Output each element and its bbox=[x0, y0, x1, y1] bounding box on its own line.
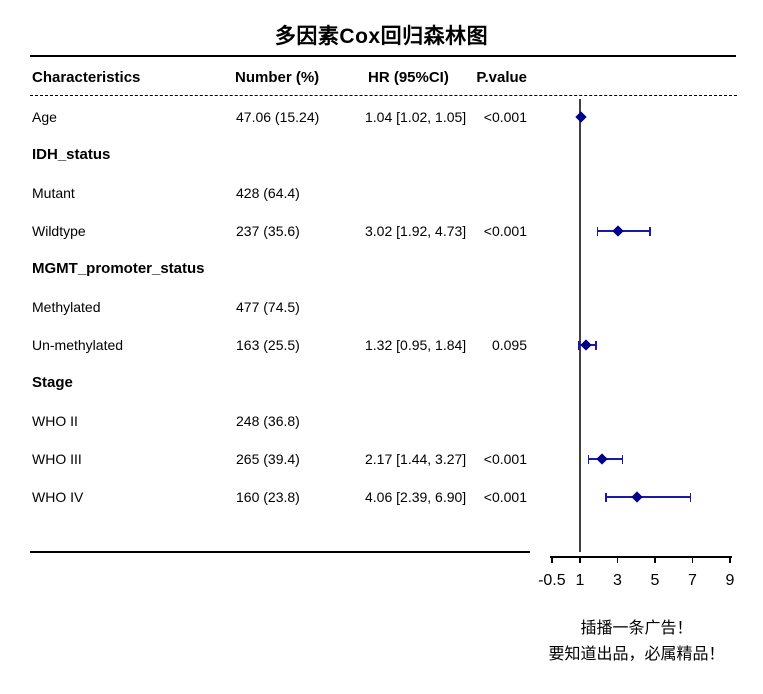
row-label: WHO III bbox=[32, 451, 82, 467]
ci-cap bbox=[587, 454, 589, 464]
x-axis-tick bbox=[654, 556, 656, 563]
row-hr: 4.06 [2.39, 6.90] bbox=[365, 489, 467, 505]
column-header-pvalue: P.value bbox=[476, 69, 527, 86]
x-axis-line bbox=[550, 556, 732, 558]
page-title: 多因素Cox回归森林图 bbox=[274, 25, 489, 48]
row-number: 237 (35.6) bbox=[236, 223, 300, 239]
table-row: WHO III 265 (39.4) 2.17 [1.44, 3.27] <0.001 bbox=[0, 440, 763, 478]
table-row: Stage bbox=[0, 364, 763, 402]
table-row: IDH_status bbox=[0, 136, 763, 174]
row-number: 428 (64.4) bbox=[236, 185, 300, 201]
x-tick-label: 3 bbox=[613, 572, 622, 589]
row-hr: 2.17 [1.44, 3.27] bbox=[365, 451, 467, 467]
table-row: Un-methylated 163 (25.5) 1.32 [0.95, 1.84]… bbox=[0, 326, 763, 364]
ci-cap bbox=[578, 340, 580, 350]
top-rule bbox=[30, 55, 736, 57]
x-axis-tick bbox=[616, 556, 619, 563]
row-number: 265 (39.4) bbox=[236, 451, 300, 467]
plot-reference-line bbox=[579, 99, 581, 552]
table-row: MGMT_promoter_status bbox=[0, 250, 763, 288]
row-pvalue: 0.095 bbox=[491, 337, 527, 353]
row-label: WHO II bbox=[32, 413, 78, 429]
column-header-characteristics: Characteristics bbox=[32, 69, 141, 86]
table-row: Methylated 477 (74.5) bbox=[0, 288, 763, 326]
row-label: Mutant bbox=[32, 185, 75, 201]
row-label: WHO IV bbox=[32, 489, 84, 505]
row-label: Un-methylated bbox=[32, 337, 124, 353]
ci-cap bbox=[596, 226, 598, 236]
row-label: Age bbox=[32, 109, 57, 125]
x-axis-tick bbox=[579, 556, 581, 563]
bottom-rule bbox=[30, 551, 530, 553]
column-header-number: Number (%) bbox=[235, 69, 320, 86]
row-number: 47.06 (15.24) bbox=[236, 109, 320, 125]
row-label: Methylated bbox=[32, 299, 101, 315]
row-label: Stage bbox=[32, 374, 73, 391]
x-tick-label: 9 bbox=[725, 572, 735, 589]
table-row: Age 47.06 (15.24) 1.04 [1.02, 1.05] <0.001 bbox=[0, 98, 763, 136]
table-row: WHO II 248 (36.8) bbox=[0, 402, 763, 440]
table-row: Wildtype 237 (35.6) 3.02 [1.92, 4.73] <0.00… bbox=[0, 212, 763, 250]
row-pvalue: <0.001 bbox=[483, 223, 527, 239]
table-row: Mutant 428 (64.4) bbox=[0, 174, 763, 212]
row-pvalue: <0.001 bbox=[483, 489, 527, 505]
ci-line bbox=[606, 496, 691, 498]
row-number: 163 (25.5) bbox=[236, 337, 300, 353]
x-tick-label: 5 bbox=[650, 572, 660, 589]
footer-ad-line1: 插播一条广告！ bbox=[580, 620, 693, 637]
table-row: WHO IV 160 (23.8) 4.06 [2.39, 6.90] <0.001 bbox=[0, 478, 763, 516]
row-label: Wildtype bbox=[32, 223, 86, 239]
ci-line bbox=[597, 230, 650, 232]
row-number: 248 (36.8) bbox=[236, 413, 300, 429]
row-hr: 3.02 [1.92, 4.73] bbox=[365, 223, 467, 239]
ci-cap bbox=[605, 492, 607, 502]
x-tick-label: 7 bbox=[688, 572, 697, 589]
ci-cap bbox=[689, 492, 692, 502]
row-pvalue: <0.001 bbox=[483, 451, 527, 467]
row-hr: 1.32 [0.95, 1.84] bbox=[365, 337, 467, 353]
footer-ad-line2: 要知道出品，必属精品！ bbox=[548, 646, 725, 663]
row-label: MGMT_promoter_status bbox=[32, 260, 205, 277]
ci-cap bbox=[649, 226, 651, 236]
x-tick-label: 1 bbox=[575, 572, 585, 589]
dashed-rule bbox=[30, 95, 737, 96]
row-hr: 1.04 [1.02, 1.05] bbox=[365, 109, 467, 125]
ci-cap bbox=[621, 454, 624, 464]
row-number: 160 (23.8) bbox=[236, 489, 300, 505]
row-pvalue: <0.001 bbox=[483, 109, 527, 125]
column-header-hr: HR (95%CI) bbox=[368, 69, 449, 86]
x-axis-tick bbox=[729, 556, 731, 563]
x-axis-tick bbox=[691, 556, 694, 563]
row-number: 477 (74.5) bbox=[236, 299, 300, 315]
x-tick-label: -0.5 bbox=[538, 572, 566, 589]
x-axis-tick bbox=[551, 556, 553, 563]
ci-cap bbox=[595, 340, 597, 350]
row-label: IDH_status bbox=[32, 146, 111, 163]
